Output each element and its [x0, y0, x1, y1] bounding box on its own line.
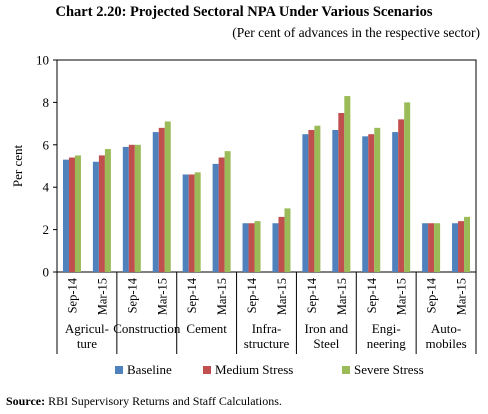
bar [452, 223, 459, 272]
x-tick-label: Mar-15 [215, 278, 229, 315]
y-tick-label: 10 [36, 53, 49, 68]
group-label: structure [244, 336, 290, 351]
bar [134, 144, 141, 272]
bar [308, 129, 315, 272]
plot-frame [56, 59, 477, 273]
group-label: ture [77, 336, 97, 351]
legend-label: Severe Stress [354, 362, 424, 377]
group-label: mobiles [425, 336, 466, 351]
bar [374, 127, 381, 272]
legend-label: Baseline [127, 362, 172, 377]
group-label: Cement [186, 321, 227, 336]
bar [338, 113, 345, 272]
group-label: Engi- [372, 321, 401, 336]
bar [254, 221, 261, 272]
bar [212, 163, 219, 272]
x-tick-label: Mar-15 [155, 278, 169, 315]
group-label: Agricul- [65, 321, 109, 336]
x-tick-label: Mar-15 [275, 278, 289, 315]
bar [74, 155, 81, 272]
bar [392, 132, 399, 272]
bar [248, 223, 255, 272]
bar [458, 221, 465, 272]
bar [272, 223, 279, 272]
bar [302, 134, 309, 272]
bar [164, 121, 171, 272]
x-tick-label: Mar-15 [455, 278, 469, 315]
bar [398, 119, 405, 272]
group-label: Iron and [305, 321, 349, 336]
x-tick-label: Sep-14 [185, 277, 199, 313]
group-label: Auto- [431, 321, 461, 336]
y-tick-label: 0 [43, 265, 50, 280]
x-tick-label: Mar-15 [395, 278, 409, 315]
y-tick-label: 4 [43, 180, 50, 195]
bar [332, 129, 339, 272]
bar [104, 149, 111, 272]
bar [242, 223, 249, 272]
bar [122, 146, 129, 272]
bar [434, 223, 441, 272]
y-tick-label: 6 [43, 137, 50, 152]
bar [182, 174, 189, 272]
legend-swatch [342, 366, 350, 374]
x-tick-label: Sep-14 [65, 277, 79, 313]
legend-label: Medium Stress [215, 362, 293, 377]
bar [278, 216, 285, 272]
y-axis-label: Per cent [10, 144, 25, 187]
group-label: neering [367, 336, 406, 351]
bar [422, 223, 429, 272]
bar [284, 208, 291, 272]
bar [464, 216, 471, 272]
legend-swatch [203, 366, 211, 374]
bar [152, 132, 159, 272]
bar [314, 125, 321, 272]
x-tick-label: Mar-15 [95, 278, 109, 315]
bar [362, 136, 369, 272]
legend-swatch [115, 366, 123, 374]
bar [92, 161, 99, 272]
chart-source: Source: RBI Supervisory Returns and Staf… [6, 394, 282, 409]
bar [188, 174, 195, 272]
bar [98, 155, 105, 272]
x-tick-label: Sep-14 [425, 277, 439, 313]
bar [158, 127, 165, 272]
chart-subtitle: (Per cent of advances in the respective … [232, 25, 480, 40]
bar [368, 134, 375, 272]
bar [224, 151, 231, 272]
group-label: Steel [313, 336, 339, 351]
bar [404, 102, 411, 273]
bar [428, 223, 435, 272]
bar [218, 157, 225, 272]
group-label: Infra- [252, 321, 282, 336]
bar [68, 157, 75, 272]
group-label: Construction [113, 321, 181, 336]
x-tick-label: Sep-14 [305, 277, 319, 313]
bar [62, 159, 69, 272]
y-tick-label: 8 [43, 95, 50, 110]
chart-title: Chart 2.20: Projected Sectoral NPA Under… [55, 4, 433, 20]
bar [194, 172, 201, 272]
bar [344, 96, 351, 272]
x-tick-label: Mar-15 [335, 278, 349, 315]
source-lead: Source: [6, 394, 46, 408]
x-tick-label: Sep-14 [125, 277, 139, 313]
y-tick-label: 2 [43, 222, 50, 237]
bar [128, 144, 135, 272]
x-tick-label: Sep-14 [245, 277, 259, 313]
source-text: RBI Supervisory Returns and Staff Calcul… [45, 394, 282, 408]
x-tick-label: Sep-14 [365, 277, 379, 313]
